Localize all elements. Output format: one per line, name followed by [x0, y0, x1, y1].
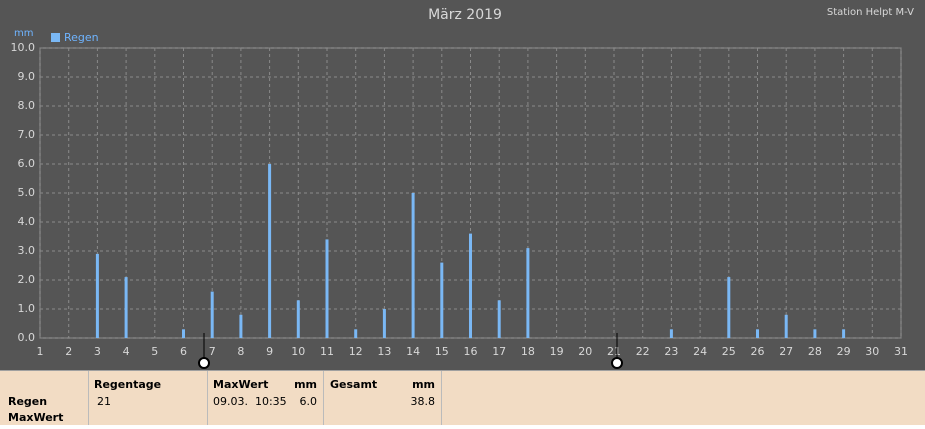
y-tick-label: 9.0	[18, 70, 36, 83]
unit: mm	[294, 378, 317, 391]
x-tick-label: 27	[779, 345, 793, 358]
y-tick-label: 0.0	[18, 331, 36, 344]
x-tick-label: 9	[266, 345, 273, 358]
bar	[182, 329, 185, 338]
bar	[497, 300, 501, 338]
cell: 09.03. 10:35	[213, 395, 287, 408]
bar	[526, 248, 530, 338]
x-tick-label: 20	[578, 345, 592, 358]
cursor-handle[interactable]	[611, 357, 623, 369]
y-tick-label: 3.0	[18, 244, 36, 257]
chart-background	[0, 0, 925, 370]
y-tick-label: 5.0	[18, 186, 36, 199]
legend-label: Regen	[64, 31, 99, 44]
bar	[124, 277, 128, 338]
header: Gesamt	[330, 378, 377, 391]
x-tick-label: 30	[865, 345, 879, 358]
bar	[440, 262, 444, 338]
x-tick-label: 21	[607, 345, 621, 358]
x-tick-label: 7	[209, 345, 216, 358]
x-tick-label: 6	[180, 345, 187, 358]
x-tick-label: 31	[894, 345, 908, 358]
x-tick-label: 11	[320, 345, 334, 358]
summary-panel	[0, 370, 925, 425]
bar	[382, 309, 386, 338]
cell: 6.0	[300, 395, 318, 408]
y-tick-label: 1.0	[18, 302, 36, 315]
bar	[354, 329, 358, 338]
y-tick-label: 8.0	[18, 99, 36, 112]
x-tick-label: 5	[151, 345, 158, 358]
y-tick-label: 7.0	[18, 128, 36, 141]
x-tick-label: 28	[808, 345, 822, 358]
bar	[784, 314, 788, 338]
bar	[813, 329, 817, 338]
x-tick-label: 13	[377, 345, 391, 358]
y-unit: mm	[14, 28, 33, 39]
header: Regentage	[94, 378, 161, 391]
x-tick-label: 23	[664, 345, 678, 358]
header: MaxWert	[213, 378, 268, 391]
x-tick-label: 3	[94, 345, 101, 358]
cursor-handle[interactable]	[198, 357, 210, 369]
x-tick-label: 2	[65, 345, 72, 358]
x-tick-label: 18	[521, 345, 535, 358]
bar	[239, 314, 243, 338]
bar	[210, 291, 214, 338]
row-label: Regen	[8, 395, 47, 408]
bar	[842, 329, 846, 338]
x-tick-label: 25	[722, 345, 736, 358]
x-tick-label: 26	[751, 345, 765, 358]
bar	[411, 193, 415, 338]
cell: 38.8	[411, 395, 436, 408]
y-tick-label: 10.0	[11, 41, 36, 54]
bar	[296, 300, 300, 338]
x-tick-label: 16	[464, 345, 478, 358]
bar	[469, 233, 472, 338]
x-tick-label: 17	[492, 345, 506, 358]
y-tick-label: 6.0	[18, 157, 36, 170]
x-tick-label: 1	[37, 345, 44, 358]
x-tick-label: 4	[123, 345, 130, 358]
chart-title: März 2019	[428, 7, 502, 23]
cell: 21	[97, 395, 111, 408]
bar	[727, 277, 731, 338]
x-tick-label: 14	[406, 345, 420, 358]
x-tick-label: 12	[349, 345, 363, 358]
x-tick-label: 15	[435, 345, 449, 358]
x-tick-label: 29	[837, 345, 851, 358]
plot: 0.01.02.03.04.05.06.07.08.09.010.01 2 3 4 5 6…	[11, 41, 909, 358]
legend-swatch	[51, 33, 60, 42]
station: Station Helpt M-V	[827, 7, 914, 18]
x-tick-label: 19	[550, 345, 564, 358]
bar	[756, 329, 759, 338]
x-tick-label: 24	[693, 345, 707, 358]
bar	[95, 253, 99, 338]
row-label: MaxWert	[8, 411, 63, 424]
x-tick-label: 22	[636, 345, 650, 358]
y-tick-label: 4.0	[18, 215, 36, 228]
bar	[669, 329, 673, 338]
unit: mm	[412, 378, 435, 391]
x-tick-label: 10	[291, 345, 305, 358]
y-tick-label: 2.0	[18, 273, 36, 286]
bar	[325, 239, 329, 338]
x-tick-label: 8	[237, 345, 244, 358]
bar	[268, 164, 272, 338]
